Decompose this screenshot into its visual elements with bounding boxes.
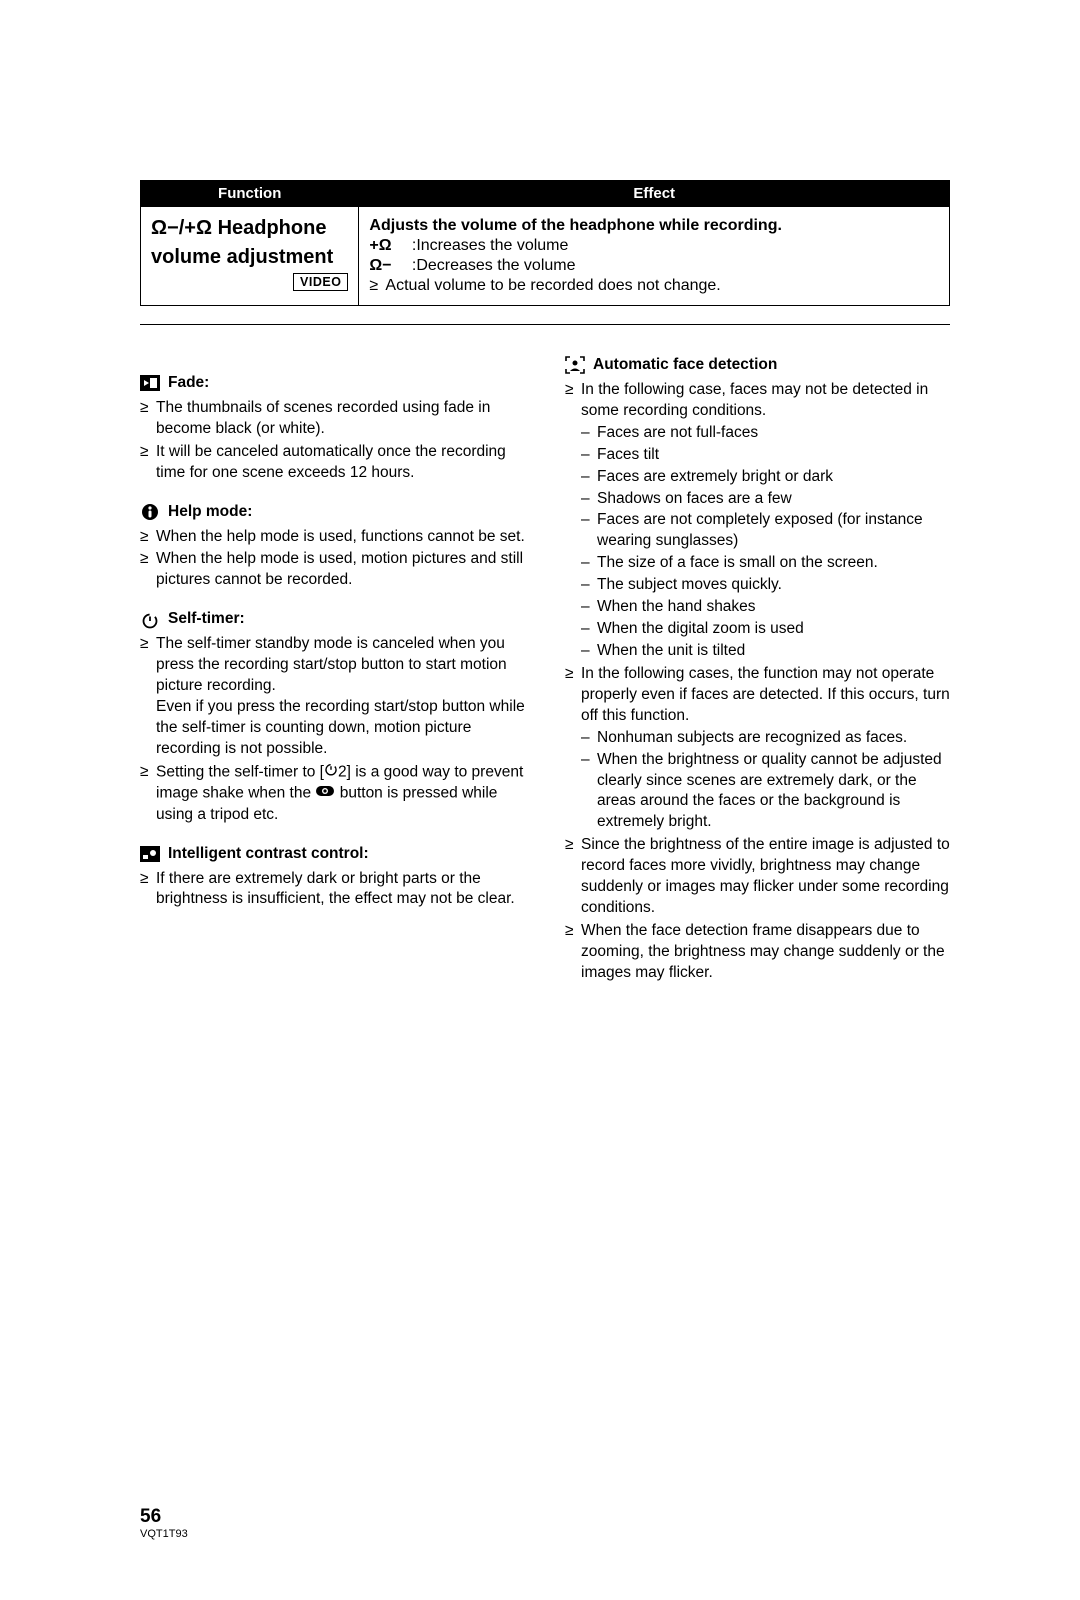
selftimer-title: Self-timer:: [140, 609, 525, 630]
selftimer-bullets: The self-timer standby mode is canceled …: [140, 634, 525, 825]
fade-b2: It will be canceled automatically once t…: [140, 442, 525, 484]
function-title-line2: volume adjustment: [151, 244, 348, 271]
effect-heading: Adjusts the volume of the headphone whil…: [369, 217, 939, 235]
selftimer-title-text: Self-timer:: [168, 609, 245, 630]
face-d5: Faces are not completely exposed (for in…: [581, 510, 950, 552]
function-title-line1: Ω−/+Ω Headphone: [151, 215, 348, 242]
header-effect: Effect: [359, 181, 950, 207]
manual-page: Function Effect Ω−/+Ω Headphone volume a…: [0, 0, 1080, 1600]
decrease-symbol: Ω−: [369, 257, 407, 275]
contrast-title-text: Intelligent contrast control:: [168, 844, 369, 865]
contrast-bullets: If there are extremely dark or bright pa…: [140, 869, 525, 911]
help-title-text: Help mode:: [168, 502, 252, 523]
info-icon: [140, 503, 160, 521]
fade-bullets: The thumbnails of scenes recorded using …: [140, 398, 525, 484]
selftimer-b1: The self-timer standby mode is canceled …: [140, 634, 525, 760]
increase-text: :Increases the volume: [412, 237, 569, 254]
face-detect-icon: [565, 356, 585, 374]
face-title-text: Automatic face detection: [593, 355, 777, 376]
effect-note: Actual volume to be recorded does not ch…: [369, 277, 939, 295]
fade-b1: The thumbnails of scenes recorded using …: [140, 398, 525, 440]
function-cell: Ω−/+Ω Headphone volume adjustment VIDEO: [141, 207, 359, 306]
video-badge: VIDEO: [293, 273, 348, 291]
face-d12: When the brightness or quality cannot be…: [581, 750, 950, 834]
face-bullets: In the following case, faces may not be …: [565, 380, 950, 984]
face-d7: The subject moves quickly.: [581, 575, 950, 596]
effect-note-list: Actual volume to be recorded does not ch…: [369, 277, 939, 295]
selftimer-icon: [140, 611, 160, 629]
left-column: Fade: The thumbnails of scenes recorded …: [140, 355, 525, 986]
face-d11: Nonhuman subjects are recognized as face…: [581, 728, 950, 749]
selftimer-b2-pre: Setting the self-timer to [: [156, 763, 324, 780]
face-d6: The size of a face is small on the scree…: [581, 553, 950, 574]
face-b1-text: In the following case, faces may not be …: [581, 381, 928, 419]
face-b3: Since the brightness of the entire image…: [565, 835, 950, 919]
face-title: Automatic face detection: [565, 355, 950, 376]
camera-button-icon: [315, 783, 335, 804]
fade-icon: [140, 374, 160, 392]
content-columns: Fade: The thumbnails of scenes recorded …: [140, 355, 950, 986]
table-header-row: Function Effect: [141, 181, 950, 207]
help-title: Help mode:: [140, 502, 525, 523]
face-b1: In the following case, faces may not be …: [565, 380, 950, 662]
face-d4: Shadows on faces are a few: [581, 489, 950, 510]
face-d8: When the hand shakes: [581, 597, 950, 618]
face-d10: When the unit is tilted: [581, 641, 950, 662]
contrast-title: Intelligent contrast control:: [140, 844, 525, 865]
function-word-headphone: Headphone: [218, 217, 327, 239]
selftimer-b2: Setting the self-timer to [2] is a good …: [140, 762, 525, 826]
page-footer: 56 VQT1T93: [140, 1506, 950, 1540]
face-dashes-2: Nonhuman subjects are recognized as face…: [581, 728, 950, 834]
face-b4: When the face detection frame disappears…: [565, 921, 950, 984]
effect-cell: Adjusts the volume of the headphone whil…: [359, 207, 950, 306]
face-d1: Faces are not full-faces: [581, 423, 950, 444]
face-d3: Faces are extremely bright or dark: [581, 467, 950, 488]
face-b2-text: In the following cases, the function may…: [581, 665, 950, 724]
function-table: Function Effect Ω−/+Ω Headphone volume a…: [140, 180, 950, 306]
fade-title-text: Fade:: [168, 373, 209, 394]
video-badge-wrap: VIDEO: [151, 273, 348, 291]
face-dashes-1: Faces are not full-faces Faces tilt Face…: [581, 423, 950, 662]
separator-line: [140, 324, 950, 325]
contrast-b1: If there are extremely dark or bright pa…: [140, 869, 525, 911]
contrast-icon: [140, 845, 160, 863]
face-b2: In the following cases, the function may…: [565, 664, 950, 833]
decrease-text: :Decreases the volume: [412, 257, 576, 274]
table-row: Ω−/+Ω Headphone volume adjustment VIDEO …: [141, 207, 950, 306]
help-b1: When the help mode is used, functions ca…: [140, 527, 525, 548]
help-b2: When the help mode is used, motion pictu…: [140, 549, 525, 591]
right-column: Automatic face detection In the followin…: [565, 355, 950, 986]
fade-title: Fade:: [140, 373, 525, 394]
face-d9: When the digital zoom is used: [581, 619, 950, 640]
increase-line: +Ω :Increases the volume: [369, 237, 939, 255]
headphone-vol-symbols: Ω−/+Ω: [151, 217, 212, 239]
decrease-line: Ω− :Decreases the volume: [369, 257, 939, 275]
doc-code: VQT1T93: [140, 1528, 950, 1540]
help-bullets: When the help mode is used, functions ca…: [140, 527, 525, 592]
face-d2: Faces tilt: [581, 445, 950, 466]
selftimer-inline-icon: [324, 762, 338, 783]
header-function: Function: [141, 181, 359, 207]
page-number: 56: [140, 1506, 950, 1528]
increase-symbol: +Ω: [369, 237, 407, 255]
